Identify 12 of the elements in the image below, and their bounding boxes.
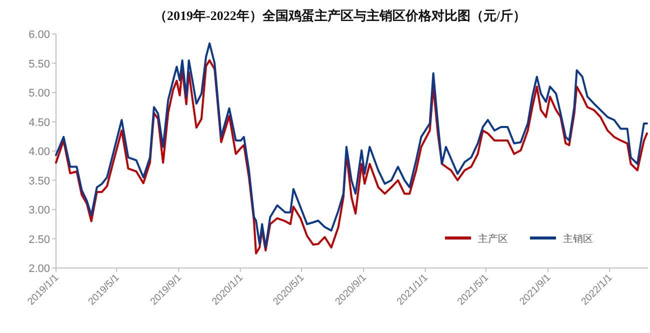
legend-label: 主销区 xyxy=(563,233,593,245)
y-tick-label: 4.00 xyxy=(28,146,50,158)
y-tick-label: 5.00 xyxy=(28,88,50,100)
y-tick-label: 4.50 xyxy=(28,116,50,129)
y-tick-label: 5.50 xyxy=(28,58,50,70)
y-tick-label: 3.00 xyxy=(28,204,50,216)
y-tick-label: 3.50 xyxy=(28,175,50,188)
chart-title: （2019年-2022年）全国鸡蛋主产区与主销区价格对比图（元/斤） xyxy=(154,8,526,23)
legend-label: 主产区 xyxy=(478,233,508,245)
y-tick-label: 2.00 xyxy=(28,263,50,275)
y-tick-label: 2.50 xyxy=(28,234,50,246)
y-tick-label: 6.00 xyxy=(28,29,50,41)
